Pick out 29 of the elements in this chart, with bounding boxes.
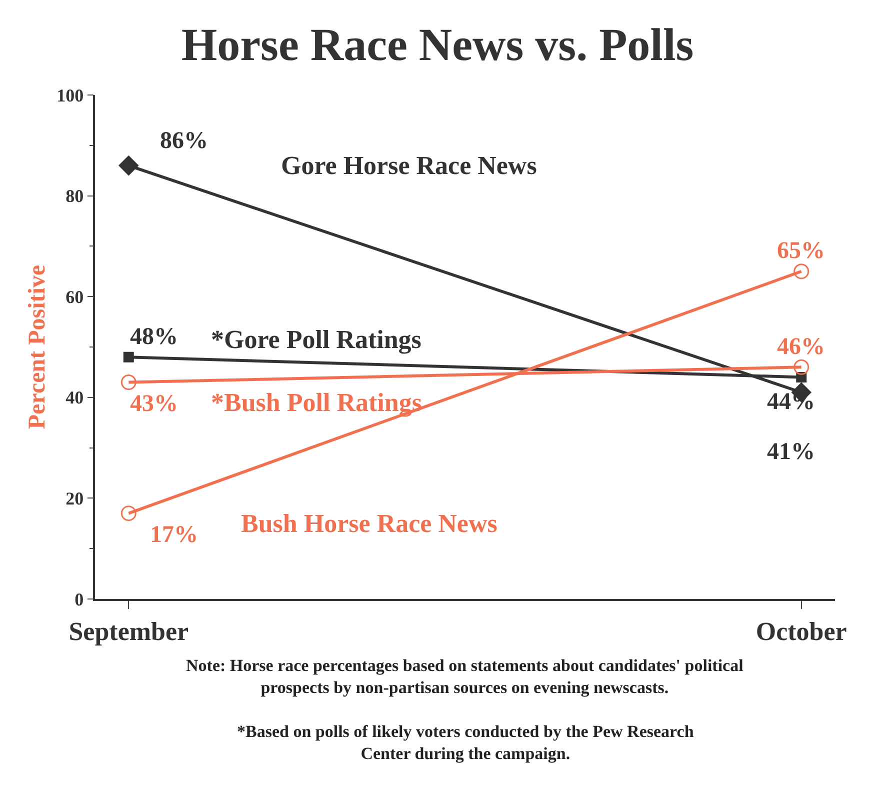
- point: [794, 264, 810, 280]
- data-label: 46%: [777, 334, 825, 360]
- series-label: Bush Horse Race News: [241, 509, 498, 538]
- point: [123, 352, 134, 362]
- data-label: 41%: [767, 439, 815, 465]
- y-tick-label: 60: [66, 286, 84, 307]
- y-tick-label: 80: [66, 186, 84, 206]
- y-tick-label: 0: [74, 589, 84, 610]
- chart-title: Horse Race News vs. Polls: [181, 19, 694, 70]
- point: [118, 156, 138, 176]
- x-tick-label: October: [756, 616, 847, 646]
- series-label: *Bush Poll Ratings: [211, 388, 422, 417]
- series-label: Gore Horse Race News: [281, 151, 537, 180]
- series-label: *Gore Poll Ratings: [211, 325, 422, 354]
- data-label: 17%: [150, 522, 198, 548]
- y-axis-title: Percent Positive: [24, 264, 50, 430]
- point: [794, 359, 810, 375]
- text: Note: Horse race percentages based on statements about candidates' political prospects by non-partisan sources on evening newscasts.: [186, 656, 744, 698]
- y-tick-label: 100: [56, 85, 84, 106]
- x-tick-label: September: [68, 616, 189, 646]
- data-label: 86%: [160, 128, 208, 154]
- y-tick-label: 20: [66, 488, 84, 508]
- data-label: 48%: [130, 324, 178, 350]
- text: *Based on polls of likely voters conducted by the Pew Research Center during the campaign.: [237, 722, 694, 764]
- y-tick-label: 40: [66, 388, 84, 408]
- data-label: 43%: [130, 391, 178, 417]
- point: [120, 506, 136, 522]
- data-label: 65%: [777, 238, 825, 264]
- point: [120, 374, 136, 390]
